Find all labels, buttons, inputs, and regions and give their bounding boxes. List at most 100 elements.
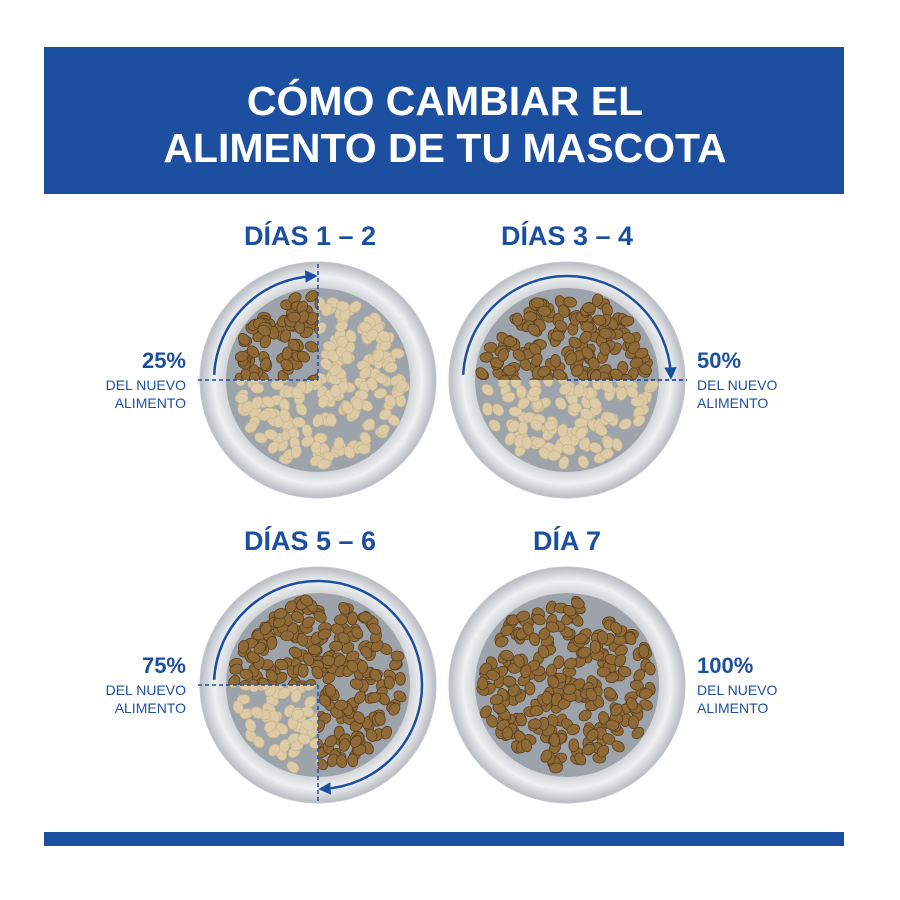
- kibble: [554, 319, 568, 332]
- kibble: [529, 419, 543, 431]
- kibble: [578, 709, 592, 722]
- kibble: [333, 654, 346, 668]
- kibble: [329, 363, 342, 377]
- kibble: [586, 728, 599, 742]
- new-food: [234, 290, 318, 380]
- kibble: [508, 406, 523, 417]
- kibble: [620, 315, 635, 327]
- kibble: [343, 445, 356, 459]
- kibble: [563, 657, 578, 670]
- kibble: [310, 440, 322, 455]
- kibble: [252, 735, 265, 749]
- kibble: [589, 397, 602, 410]
- percent-label: 75%: [142, 653, 186, 678]
- kibble: [639, 688, 653, 700]
- kibble: [368, 623, 382, 635]
- kibble: [630, 396, 645, 407]
- kibble: [374, 712, 386, 726]
- kibble: [497, 374, 510, 380]
- kibble: [288, 646, 303, 659]
- kibble: [528, 377, 542, 380]
- kibble: [277, 687, 291, 699]
- kibble: [244, 421, 258, 434]
- kibble: [287, 338, 301, 352]
- kibble: [360, 645, 373, 659]
- kibble: [258, 409, 272, 421]
- kibble: [266, 636, 278, 650]
- kibble: [617, 666, 632, 678]
- kibble: [378, 330, 392, 343]
- description-line: DEL NUEVO: [697, 377, 778, 393]
- kibble: [618, 418, 632, 430]
- kibble: [317, 395, 329, 409]
- kibble: [489, 694, 504, 706]
- kibble: [547, 675, 560, 688]
- kibble: [246, 345, 260, 359]
- kibble: [528, 386, 542, 398]
- kibble: [568, 402, 583, 414]
- kibble: [253, 642, 267, 655]
- kibble: [577, 646, 591, 658]
- kibble: [317, 628, 332, 640]
- kibble: [628, 715, 639, 730]
- kibble: [301, 435, 315, 448]
- kibble: [334, 699, 349, 711]
- kibble: [383, 675, 395, 690]
- kibble: [349, 735, 363, 748]
- kibble: [345, 329, 357, 343]
- description-line: DEL NUEVO: [106, 682, 187, 698]
- kibble: [507, 420, 520, 433]
- kibble: [602, 411, 616, 423]
- kibble: [479, 351, 494, 363]
- kibble: [571, 364, 584, 377]
- kibble: [594, 424, 608, 437]
- kibble: [557, 423, 568, 438]
- kibble: [349, 678, 364, 690]
- kibble: [335, 300, 350, 312]
- kibble: [232, 700, 244, 714]
- kibble: [290, 445, 302, 459]
- kibble: [600, 377, 612, 380]
- progress-arrow: [212, 270, 318, 375]
- kibble: [304, 695, 317, 708]
- kibble: [550, 330, 565, 342]
- kibble: [638, 644, 650, 658]
- kibble: [599, 342, 611, 356]
- kibble: [314, 322, 318, 335]
- kibble: [502, 364, 517, 376]
- progress-arrow: [212, 579, 424, 795]
- kibble: [393, 690, 407, 703]
- kibble: [380, 725, 393, 740]
- kibble: [267, 441, 280, 454]
- kibble: [290, 689, 302, 703]
- kibble: [296, 632, 308, 647]
- kibble: [589, 442, 603, 454]
- kibble: [265, 669, 278, 683]
- kibble: [603, 687, 617, 700]
- kibble: [492, 403, 504, 417]
- kibble: [512, 312, 523, 327]
- kibble: [341, 401, 354, 415]
- kibble: [575, 426, 588, 440]
- kibble: [280, 359, 294, 372]
- kibble: [302, 652, 315, 666]
- kibble: [639, 699, 653, 711]
- kibble: [336, 754, 348, 769]
- description-line: ALIMENTO: [697, 395, 768, 411]
- kibble: [513, 654, 525, 668]
- kibble: [562, 605, 577, 617]
- kibble: [520, 664, 532, 679]
- kibble: [312, 413, 324, 428]
- kibble: [537, 305, 552, 317]
- kibble: [596, 666, 611, 678]
- kibble: [552, 369, 567, 380]
- kibble: [357, 660, 368, 674]
- kibble: [291, 708, 304, 721]
- kibble: [543, 420, 558, 431]
- kibble: [565, 352, 578, 366]
- kibble: [305, 290, 318, 303]
- kibble: [339, 738, 350, 752]
- kibble: [571, 597, 585, 609]
- kibble: [486, 669, 500, 681]
